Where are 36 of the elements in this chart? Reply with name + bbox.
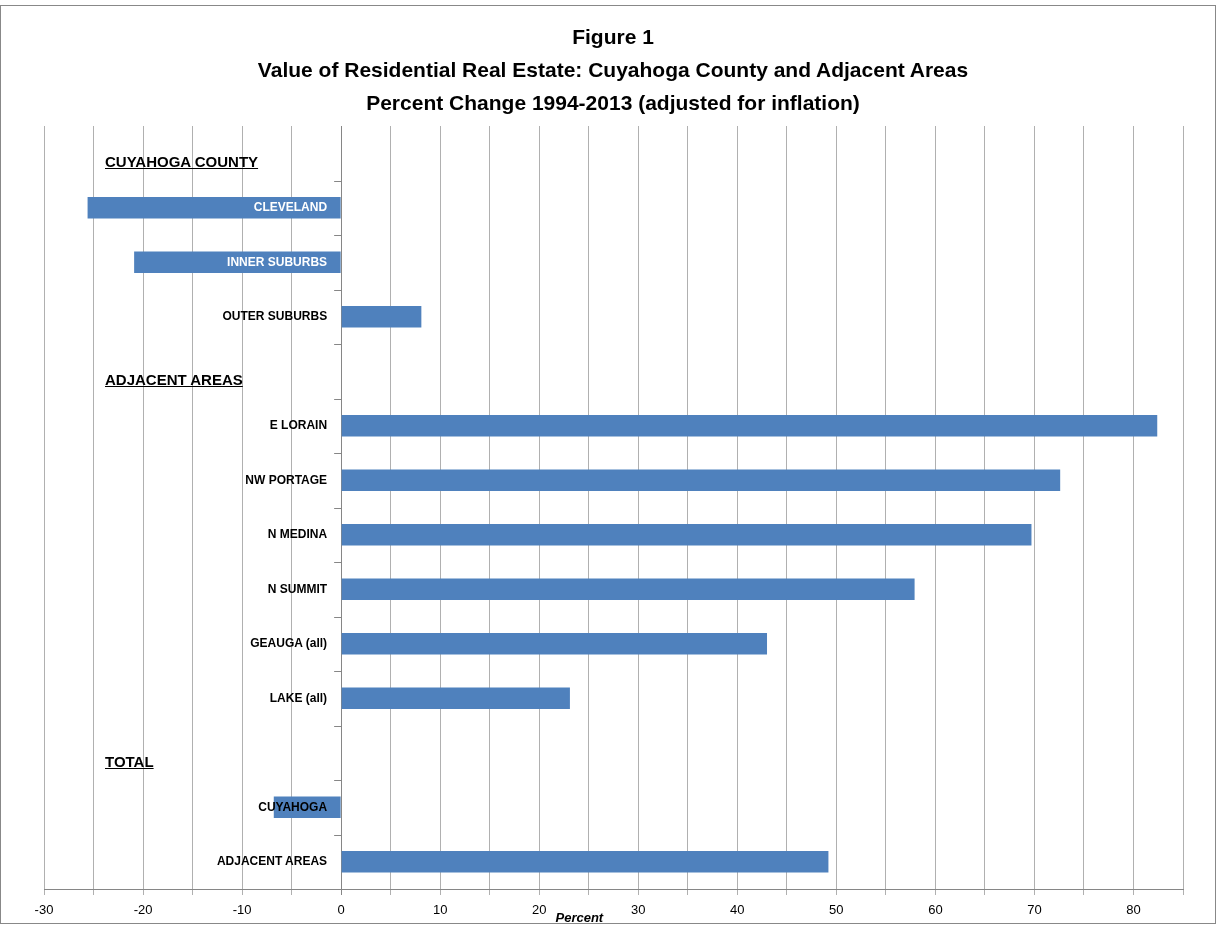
y-tick-label: ADJACENT AREAS [105, 370, 243, 391]
y-tick-label: CUYAHOGA COUNTY [105, 152, 259, 173]
x-tick-label: -10 [232, 902, 252, 918]
y-tick-label: E LORAIN [269, 418, 328, 433]
x-tick-label: 50 [829, 902, 844, 918]
x-axis-title: Percent [555, 909, 604, 925]
chart-title: Figure 1 Value of Residential Real Estate: Cuyahoga County and Adjacent Areas Percent Change 1994-2013 (adjusted for inflation) [257, 24, 969, 114]
x-tick-label: 20 [531, 902, 547, 918]
y-tick-label: CLEVELAND [253, 200, 328, 215]
x-tick-label: 40 [730, 902, 745, 918]
bar [341, 415, 1158, 437]
x-tick-label: 60 [928, 902, 943, 918]
bar [341, 851, 829, 873]
x-tick-label: -30 [34, 902, 54, 918]
y-tick-label: ADJACENT AREAS [216, 854, 328, 869]
x-tick-label: 70 [1027, 902, 1042, 918]
bar [341, 578, 915, 600]
x-tick-label: 30 [631, 902, 646, 918]
y-tick-label: OUTER SUBURBS [222, 309, 328, 324]
y-tick-label: N SUMMIT [267, 581, 328, 596]
x-tick-label: 80 [1126, 902, 1141, 918]
y-tick-label: N MEDINA [267, 527, 328, 542]
bar [87, 197, 341, 219]
bar [341, 687, 570, 709]
bar [341, 524, 1032, 546]
y-tick-label: GEAUGA (all) [250, 636, 328, 651]
bar [341, 633, 768, 655]
y-tick-label: LAKE (all) [269, 690, 328, 705]
x-tick-label: -20 [133, 902, 153, 918]
bar [341, 306, 422, 328]
y-tick-label: TOTAL [105, 751, 154, 772]
y-tick-label: INNER SUBURBS [227, 254, 328, 269]
x-tick-label: 10 [432, 902, 448, 918]
x-tick-label: 0 [337, 902, 345, 918]
bar [341, 469, 1061, 491]
y-tick-label: NW PORTAGE [245, 472, 328, 487]
